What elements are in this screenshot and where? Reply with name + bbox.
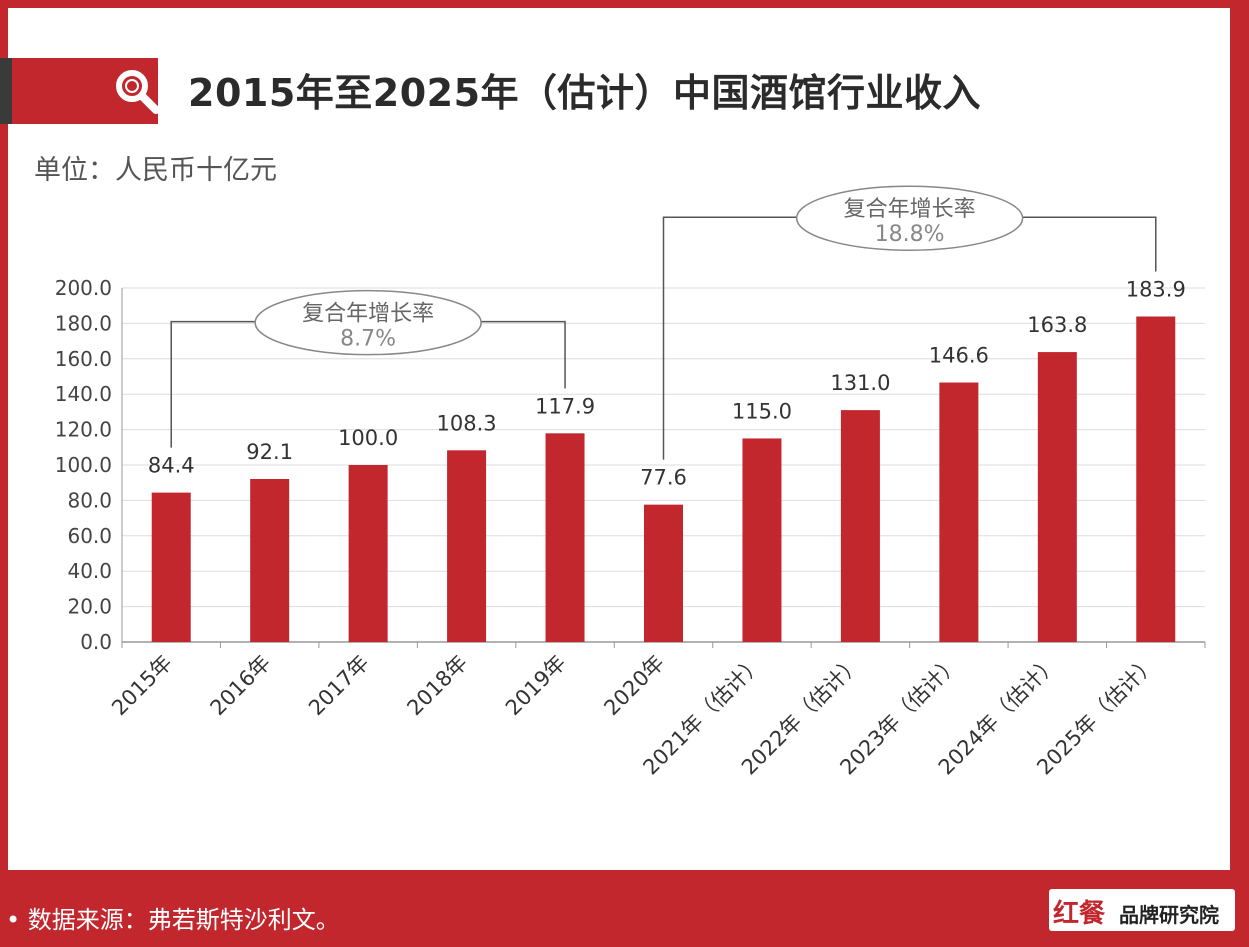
y-tick-label: 0.0 [80,630,112,654]
bar [840,410,880,642]
y-tick-label: 200.0 [55,276,112,300]
data-label: 117.9 [535,394,595,418]
logo-mark: 红餐 [1053,899,1106,929]
data-label: 131.0 [830,371,890,395]
data-label: 183.9 [1126,277,1186,301]
data-label: 77.6 [640,466,687,490]
bar [644,504,683,642]
bar [1037,352,1077,642]
cagr-bubble [254,289,482,356]
chart-panel [8,8,1230,870]
y-tick-label: 120.0 [55,418,112,442]
y-tick-label: 40.0 [67,559,112,583]
data-source-note: • 数据来源：弗若斯特沙利文。 [6,906,340,934]
y-tick-label: 60.0 [67,524,112,548]
data-label: 108.3 [437,411,497,435]
y-tick-label: 80.0 [67,488,112,512]
data-label: 163.8 [1027,313,1087,337]
brand-logo: 红餐 品牌研究院 [1049,889,1235,931]
x-tick-label: 2017年 [304,651,374,721]
bar [348,465,388,642]
bar [151,492,191,642]
data-label: 146.6 [929,344,989,368]
bar [250,478,290,642]
data-label: 92.1 [246,440,293,464]
cagr-value: 8.7% [340,327,396,352]
bar [1136,316,1176,642]
data-label: 100.0 [338,426,398,450]
x-tick-label: 2019年 [501,651,571,721]
cagr-label: 复合年增长率 [302,302,434,327]
x-tick-label: 2016年 [206,651,276,721]
bar [939,382,979,642]
bar [545,433,585,642]
x-tick-label: 2018年 [403,651,473,721]
page-title: 2015年至2025年（估计）中国酒馆行业收入 [188,71,982,115]
bar [447,450,487,642]
y-tick-label: 20.0 [67,595,112,619]
logo-text: 品牌研究院 [1119,903,1219,927]
search-icon [116,70,160,114]
unit-label: 单位：人民币十亿元 [34,155,277,186]
cagr-value: 18.8% [875,222,945,247]
data-label: 84.4 [148,454,195,478]
y-tick-label: 100.0 [55,453,112,477]
cagr-label: 复合年增长率 [844,197,976,222]
x-tick-label: 2015年 [107,651,177,721]
cagr-bubble [795,185,1024,251]
footer: • 数据来源：弗若斯特沙利文。 红餐 品牌研究院 [0,870,1249,947]
y-tick-label: 180.0 [55,311,112,335]
y-tick-label: 140.0 [55,382,112,406]
y-tick-label: 160.0 [55,347,112,371]
data-label: 115.0 [732,399,792,423]
x-tick-label: 2020年 [599,651,669,721]
bar [742,438,782,642]
